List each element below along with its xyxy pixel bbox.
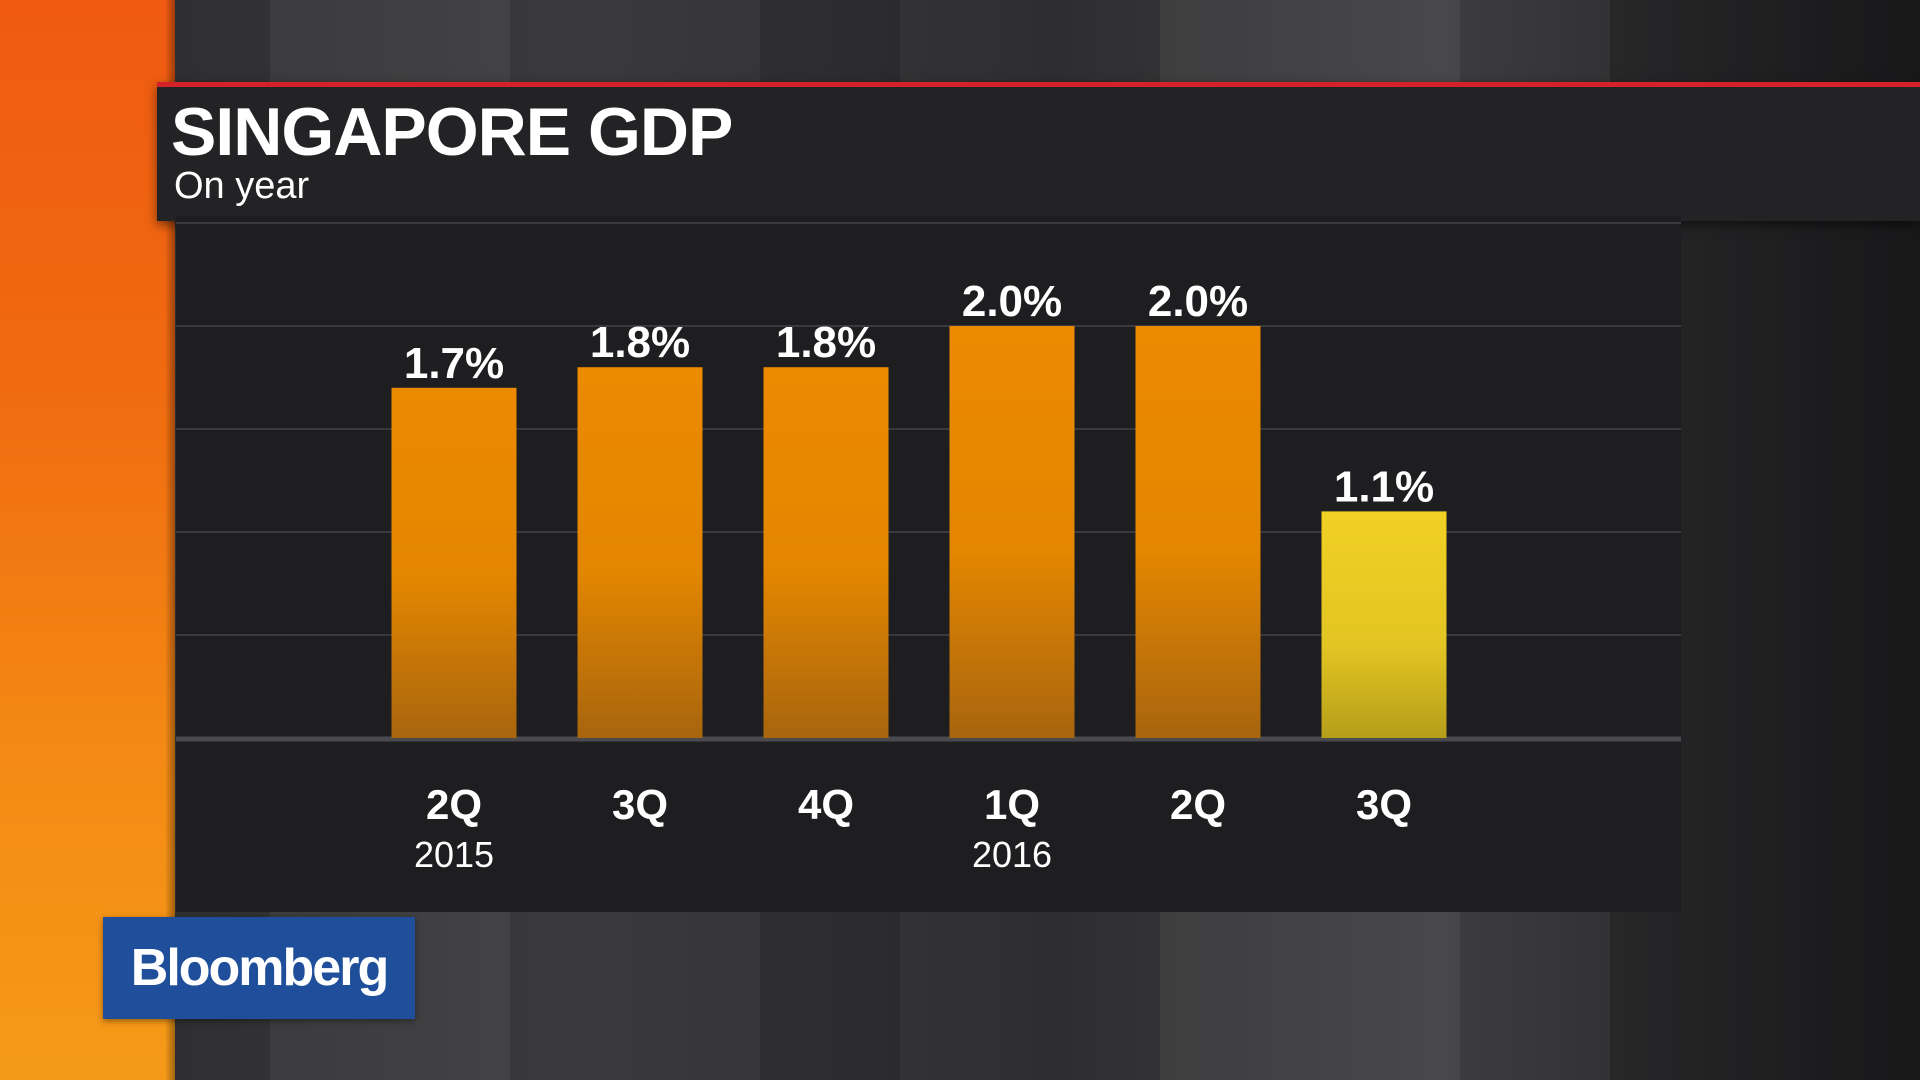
chart-panel: 1.7% 2Q 2015 1.8% 3Q 1.8% 4Q 2.0% 1Q 2016 2.0% 2Q 1.…	[176, 216, 1681, 912]
bar	[1321, 511, 1447, 738]
bar-value-label: 1.8%	[776, 318, 876, 367]
bar-value-label: 1.7%	[404, 339, 504, 388]
chart-title: SINGAPORE GDP	[171, 94, 733, 170]
bar	[949, 326, 1075, 738]
category-label: 3Q	[1356, 781, 1412, 828]
bar	[1135, 326, 1261, 738]
bar-value-label: 2.0%	[962, 277, 1062, 326]
chart-header: SINGAPORE GDP On year	[157, 82, 1920, 221]
orange-side-band	[0, 0, 175, 1080]
bar	[763, 367, 889, 738]
bloomberg-logo: Bloomberg	[103, 917, 415, 1019]
category-label: 2Q	[426, 781, 482, 828]
category-label: 2Q	[1170, 781, 1226, 828]
bar-value-label: 1.8%	[590, 318, 690, 367]
category-label: 1Q	[984, 781, 1040, 828]
bar	[391, 387, 517, 738]
chart-subtitle: On year	[174, 165, 310, 207]
bars	[391, 326, 1447, 738]
labels: 1.7% 2Q 2015 1.8% 3Q 1.8% 4Q 2.0% 1Q 2016 2.0% 2Q 1.…	[404, 277, 1434, 875]
bar-value-label: 2.0%	[1148, 277, 1248, 326]
category-label: 3Q	[612, 781, 668, 828]
bar-chart: 1.7% 2Q 2015 1.8% 3Q 1.8% 4Q 2.0% 1Q 2016 2.0% 2Q 1.…	[176, 222, 1681, 875]
year-label: 2016	[972, 834, 1052, 875]
category-label: 4Q	[798, 781, 854, 828]
bar	[577, 367, 703, 738]
year-label: 2015	[414, 834, 494, 875]
bar-value-label: 1.1%	[1334, 462, 1434, 511]
logo-text: Bloomberg	[130, 939, 389, 997]
